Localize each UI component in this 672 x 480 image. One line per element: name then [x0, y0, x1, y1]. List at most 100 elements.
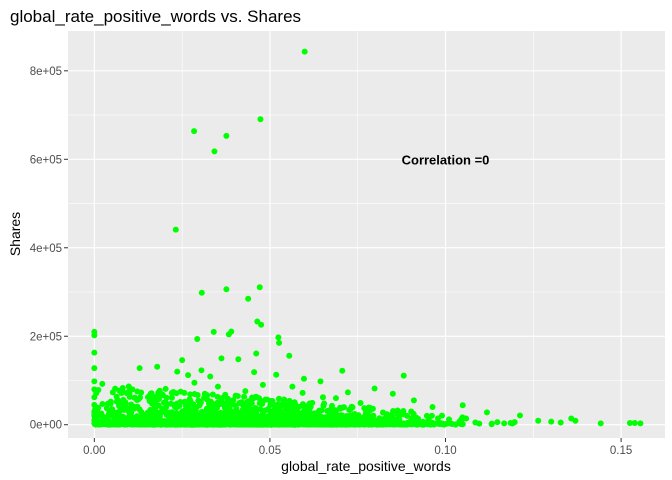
data-point [271, 419, 278, 426]
data-point [96, 412, 103, 419]
data-point [191, 404, 198, 411]
data-point [361, 420, 368, 427]
correlation-annotation: Correlation =0 [402, 152, 490, 167]
data-point [309, 415, 316, 422]
data-point [272, 407, 279, 414]
data-point [631, 419, 638, 426]
data-point [168, 394, 175, 401]
data-point [283, 401, 290, 408]
data-point [91, 412, 98, 419]
data-point [331, 414, 338, 421]
data-point [257, 116, 264, 123]
data-point [281, 396, 288, 403]
data-point [155, 402, 162, 409]
y-axis-title: Shares [7, 212, 23, 256]
data-point [222, 391, 229, 398]
data-point [236, 399, 243, 406]
data-point [198, 289, 205, 296]
data-point [181, 421, 188, 428]
data-point [256, 284, 263, 291]
data-point [281, 418, 288, 425]
data-point [429, 404, 436, 411]
data-point [236, 421, 243, 428]
data-points [91, 48, 644, 428]
data-point [204, 392, 211, 399]
data-point [174, 400, 181, 407]
data-point [292, 401, 299, 408]
data-point [376, 415, 383, 422]
data-point [424, 421, 431, 428]
data-point [300, 408, 307, 415]
data-point [223, 286, 230, 293]
data-point [91, 349, 98, 356]
data-point [248, 400, 255, 407]
data-point [109, 406, 116, 413]
data-point [326, 421, 333, 428]
data-point [172, 226, 179, 233]
data-point [273, 371, 280, 378]
data-point [259, 400, 266, 407]
data-point [300, 402, 307, 409]
data-point [233, 405, 240, 412]
data-point [120, 407, 127, 414]
data-point [91, 365, 98, 372]
data-point [501, 420, 508, 427]
data-point [423, 412, 430, 419]
data-point [114, 397, 121, 404]
y-tick-label: 2e+05 [30, 331, 62, 343]
data-point [211, 421, 218, 428]
y-tick-label: 4e+05 [30, 243, 62, 255]
data-point [162, 385, 169, 392]
data-point [150, 421, 157, 428]
data-point [548, 418, 555, 425]
data-point [410, 397, 417, 404]
data-point [459, 421, 466, 428]
data-point [307, 420, 314, 427]
data-point [115, 402, 122, 409]
data-point [396, 416, 403, 423]
data-point [150, 395, 157, 402]
data-point [125, 383, 132, 390]
data-point [339, 367, 346, 374]
data-point [301, 420, 308, 427]
data-point [99, 380, 106, 387]
data-point [637, 420, 644, 427]
data-point [557, 419, 564, 426]
data-point [626, 419, 633, 426]
data-point [344, 389, 351, 396]
data-point [131, 403, 138, 410]
data-point [249, 394, 256, 401]
data-point [389, 420, 396, 427]
data-point [120, 396, 127, 403]
data-point [99, 400, 106, 407]
data-point [91, 401, 98, 408]
data-point [428, 412, 435, 419]
data-point [276, 339, 283, 346]
data-point [222, 400, 229, 407]
data-point [151, 412, 158, 419]
data-point [259, 381, 266, 388]
data-point [194, 392, 201, 399]
data-point [357, 400, 364, 407]
data-point [387, 412, 394, 419]
data-point [130, 420, 137, 427]
data-point [332, 395, 339, 402]
data-point [112, 385, 119, 392]
data-point [296, 420, 303, 427]
data-point [245, 295, 252, 302]
data-point [463, 415, 470, 422]
data-point [239, 414, 246, 421]
data-point [239, 407, 246, 414]
data-point [282, 406, 289, 413]
data-point [221, 421, 228, 428]
data-point [139, 414, 146, 421]
data-point [262, 396, 269, 403]
data-point [389, 390, 396, 397]
data-point [157, 390, 164, 397]
data-point [225, 331, 232, 338]
data-point [404, 412, 411, 419]
data-point [114, 421, 121, 428]
data-point [346, 420, 353, 427]
data-point [163, 394, 170, 401]
